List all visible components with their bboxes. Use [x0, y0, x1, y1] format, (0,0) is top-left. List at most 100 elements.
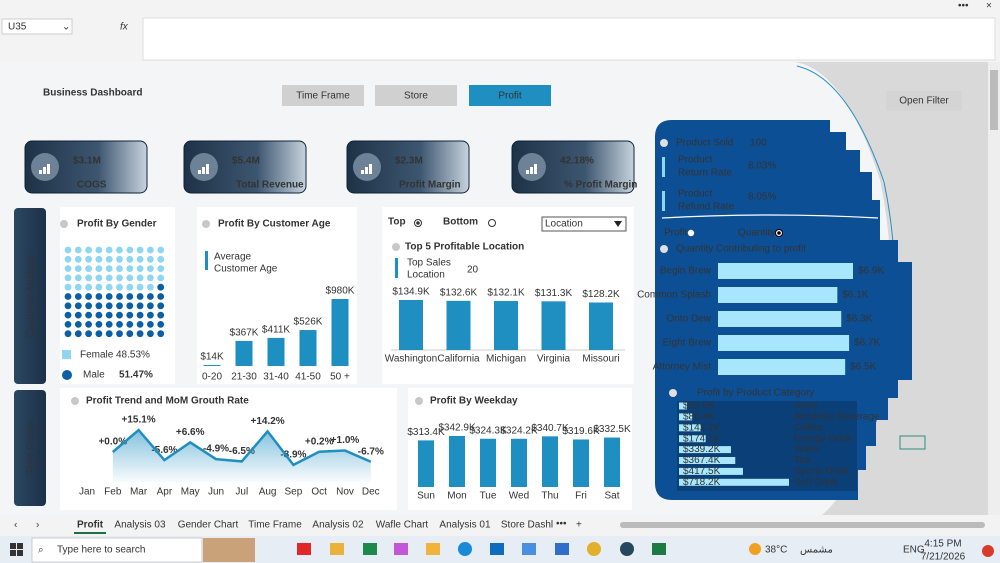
close-icon[interactable]: × — [986, 1, 992, 12]
app-icon[interactable] — [587, 542, 601, 556]
waffle-dot — [157, 265, 165, 272]
filter-button-label[interactable]: Store — [404, 91, 428, 102]
sheet-tab[interactable]: Time Frame — [248, 520, 302, 531]
app-icon[interactable] — [652, 543, 666, 555]
radio[interactable] — [687, 229, 695, 237]
waffle-dot — [95, 321, 103, 328]
sheet-tab[interactable]: Store Dashl — [501, 520, 553, 531]
more-icon[interactable]: ••• — [958, 1, 969, 12]
sheet-tab[interactable]: Wafle Chart — [376, 520, 429, 531]
app-icon[interactable] — [330, 543, 344, 555]
y-tick-label: Alcoholic Beverage — [794, 412, 880, 423]
radio-label[interactable]: Bottom — [443, 217, 478, 228]
bar — [446, 300, 471, 350]
summary-label: Refund Rate — [678, 202, 735, 213]
name-box[interactable] — [1, 18, 73, 35]
data-label: +6.6% — [176, 427, 205, 438]
scroll-thumb[interactable] — [990, 70, 998, 130]
waffle-dot — [95, 246, 103, 254]
weather-icon[interactable] — [749, 543, 761, 555]
waffle-dot — [74, 265, 82, 272]
dropdown[interactable] — [541, 216, 627, 232]
app-icon[interactable] — [522, 543, 536, 555]
app-icon[interactable] — [394, 543, 408, 555]
filter-button-label[interactable]: Profit — [498, 91, 522, 102]
annotation: Average — [214, 252, 252, 263]
sheet-tab[interactable]: Analysis 02 — [312, 520, 364, 531]
annotation-bar — [662, 191, 665, 211]
toggle-label[interactable]: Profit — [664, 228, 688, 239]
title-dot — [392, 243, 400, 251]
app-icon[interactable] — [555, 543, 569, 555]
waffle-dot — [157, 330, 165, 338]
radio-label[interactable]: Top — [388, 217, 406, 228]
y-tick-label: Sports Drink — [794, 466, 850, 477]
start-icon[interactable] — [17, 543, 23, 549]
app-icon[interactable] — [426, 543, 440, 555]
sheet-tab[interactable]: Gender Chart — [178, 520, 239, 531]
sheet-tab[interactable]: Profit — [77, 520, 104, 531]
more-tabs[interactable]: ••• — [556, 519, 567, 530]
open-filter-button[interactable] — [886, 91, 962, 111]
waffle-dot — [105, 293, 113, 300]
toggle-label[interactable]: Quantity — [738, 228, 775, 239]
clock-date[interactable]: 7/21/2026 — [921, 552, 966, 563]
bar — [235, 340, 253, 366]
category-panel — [677, 401, 857, 491]
start-icon[interactable] — [17, 550, 23, 556]
waffle-dot — [136, 274, 144, 282]
waffle-dot — [85, 311, 92, 319]
sheet-tab[interactable]: Analysis 01 — [439, 520, 491, 531]
tab-nav-next[interactable]: › — [36, 520, 39, 531]
filter-button-label[interactable]: Time Frame — [296, 91, 350, 102]
clock-time[interactable]: 4:15 PM — [924, 539, 961, 550]
search-icon: ⌕ — [38, 545, 44, 556]
app-icon[interactable] — [297, 543, 311, 555]
start-icon[interactable] — [10, 550, 16, 556]
language[interactable]: ENG — [903, 545, 925, 556]
formula-bar[interactable] — [142, 17, 996, 61]
app-icon[interactable] — [620, 542, 634, 556]
waffle-dot — [147, 283, 154, 291]
bar — [679, 402, 688, 410]
app-icon[interactable] — [458, 542, 472, 556]
waffle-dot — [147, 302, 154, 310]
app-icon[interactable] — [490, 543, 504, 555]
filter-button[interactable] — [375, 85, 457, 106]
legend-label: Female — [80, 350, 114, 361]
summary-label: Product Sold — [676, 138, 733, 149]
search-placeholder[interactable]: Type here to search — [57, 545, 145, 556]
x-tick-label: 21-30 — [231, 372, 257, 383]
waffle-dot — [105, 311, 113, 319]
filter-button[interactable] — [282, 85, 364, 106]
tab-nav-prev[interactable]: ‹ — [14, 520, 17, 531]
bar — [203, 365, 221, 366]
add-sheet[interactable]: + — [576, 520, 582, 531]
vertical-scrollbar[interactable] — [988, 62, 1000, 515]
dropdown-arrow[interactable] — [614, 221, 622, 227]
kpi-card — [24, 140, 148, 194]
open-filter-label[interactable]: Open Filter — [899, 96, 949, 107]
waffle-dot — [126, 321, 134, 328]
filter-button[interactable] — [469, 85, 551, 106]
weather[interactable]: مشمس — [800, 545, 833, 556]
radio-dot[interactable] — [416, 221, 420, 225]
notification-icon[interactable] — [982, 545, 994, 557]
kpi-icon-bar — [369, 164, 372, 174]
start-icon[interactable] — [10, 543, 16, 549]
app-icon[interactable] — [363, 543, 377, 555]
kpi-card — [511, 140, 635, 194]
title-dot — [660, 245, 668, 253]
waffle-dot — [157, 246, 165, 254]
sheet-tab[interactable]: Analysis 03 — [114, 520, 166, 531]
data-label: $52.5K — [683, 401, 715, 412]
temperature[interactable]: 38°C — [765, 545, 787, 556]
dropdown-value[interactable]: Location — [545, 219, 583, 230]
horizontal-scrollbar[interactable] — [620, 522, 985, 528]
selected-cell[interactable] — [899, 435, 926, 450]
radio[interactable] — [488, 219, 496, 227]
radio-dot[interactable] — [777, 231, 781, 235]
search-box[interactable] — [31, 537, 203, 563]
waffle-dot — [64, 302, 72, 310]
bar — [480, 438, 496, 487]
